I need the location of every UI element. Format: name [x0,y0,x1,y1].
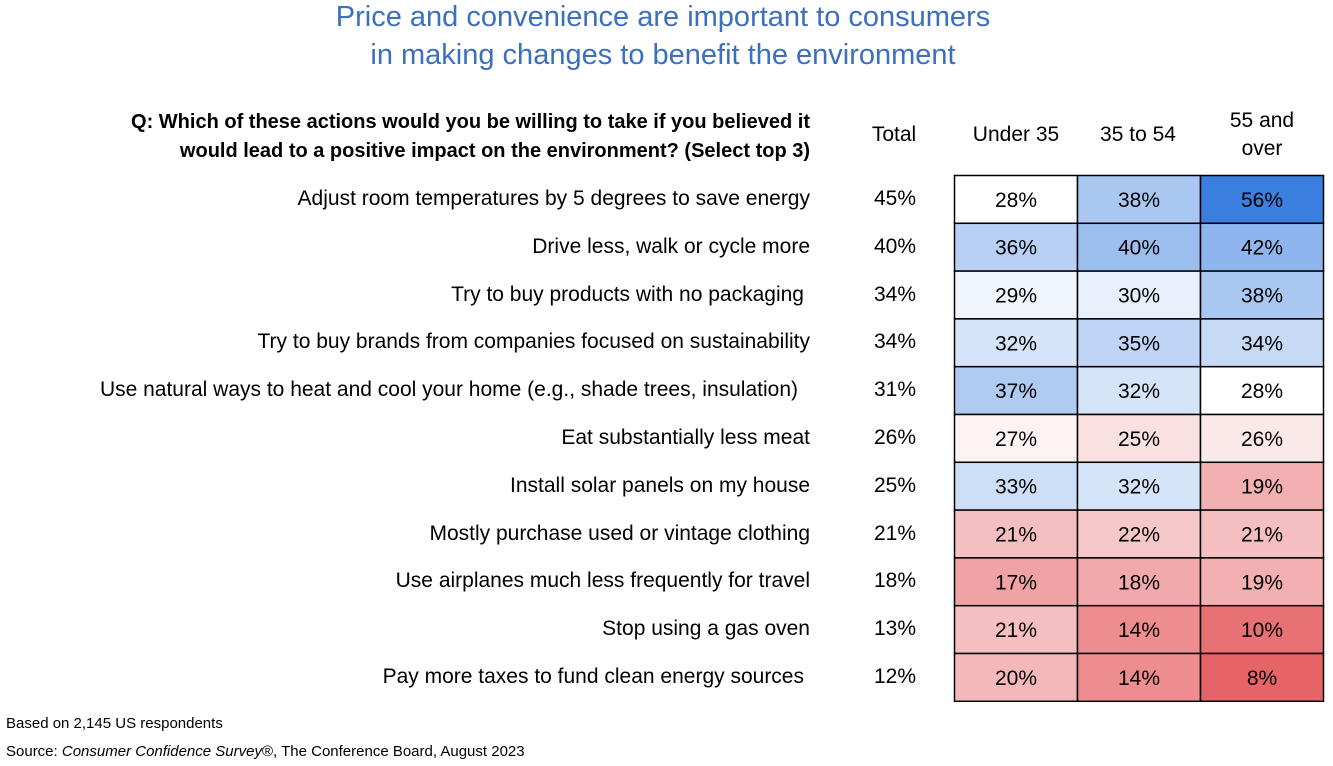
heatmap-cell-label: 32% [1118,380,1160,403]
column-header-total: Total [871,123,917,146]
heatmap-cell [1199,461,1325,511]
row-label: Try to buy products with no packaging [451,282,804,306]
source-prefix: Source: [6,743,62,760]
heatmap-cell-label: 18% [1118,571,1160,594]
heatmap-cell-label: 14% [1118,619,1160,642]
heatmap-cell-label: 35% [1118,332,1160,355]
heatmap-cell [1199,557,1325,607]
source-survey-name: Consumer Confidence Survey [61,743,262,760]
heatmap-cell-label: 10% [1241,619,1283,642]
column-header-35-to-54: 35 to 54 [1100,123,1176,146]
total-value: 18% [873,569,917,593]
total-value: 34% [873,282,917,306]
heatmap-cell [1076,413,1202,464]
row-label: Mostly purchase used or vintage clothing [429,521,810,545]
row-label: Use airplanes much less frequently for t… [395,569,810,593]
row-label: Pay more taxes to fund clean energy sour… [382,664,804,688]
heatmap-cell-label: 21% [995,524,1037,547]
heatmap-cell-label: 21% [995,619,1037,642]
total-value: 34% [873,330,917,354]
heatmap-cell-label: 17% [995,571,1037,594]
heatmap-cell-label: 32% [995,332,1037,355]
heatmap-cell [1199,604,1325,655]
row-label: Install solar panels on my house [510,473,810,497]
heatmap-cell-label: 28% [1241,380,1283,403]
heatmap-grid: 28% 38% 56% 36% 40% 42% 29% 30% 38% 32% 35% 34% 37% 3… [953,174,1325,702]
heatmap-cell-label: 25% [1118,428,1160,451]
heatmap-cell-label: 29% [995,285,1037,308]
heatmap-cell [1199,270,1325,320]
title-line-1: Price and convenience are important to c… [335,1,991,33]
heatmap-cell-label: 26% [1241,428,1283,451]
total-value: 25% [873,473,917,497]
heatmap-cell [953,318,1079,368]
total-value: 12% [873,664,917,688]
heatmap-cell-label: 33% [995,476,1037,499]
heatmap-cell-label: 38% [1241,285,1283,308]
heatmap-cell-label: 30% [1118,285,1160,308]
heatmap-cell [1199,509,1325,559]
question-line-2: would lead to a positive impact on the e… [179,140,810,162]
row-label: Try to buy brands from companies focused… [257,330,811,354]
row-label: Eat substantially less meat [561,425,810,449]
heatmap-cell [953,270,1079,320]
heatmap-cell-label: 21% [1241,524,1283,547]
total-value: 26% [873,425,917,449]
heatmap-cell [1199,222,1325,272]
heatmap-cell-label: 22% [1118,524,1160,547]
survey-question: Q: Which of these actions would you be w… [40,108,810,166]
heatmap-cell-label: 42% [1241,237,1283,260]
row-label: Adjust room temperatures by 5 degrees to… [297,186,810,210]
heatmap-cell [953,461,1079,511]
heatmap-cell [1199,365,1325,416]
heatmap-cell-label: 19% [1241,476,1283,499]
heatmap-cell-label: 34% [1241,332,1283,355]
heatmap-cell-label: 37% [995,380,1037,403]
heatmap-cell-label: 56% [1241,189,1283,212]
heatmap-cell [1199,652,1325,702]
heatmap-cell [1199,174,1325,225]
row-label: Use natural ways to heat and cool your h… [99,378,798,402]
heatmap-cell-label: 32% [1118,476,1160,499]
heatmap-cell-label: 8% [1247,667,1277,690]
heatmap-cell-label: 20% [995,667,1037,690]
heatmap-cell-label: 40% [1118,237,1160,260]
column-header-under-35: Under 35 [972,123,1060,146]
heatmap-cell [1076,318,1202,368]
column-header-55-line-1: 55 and [1229,109,1295,132]
column-header-55-and-over: 55 and over [1201,107,1323,163]
total-value: 45% [873,186,917,210]
heatmap-cell [953,652,1079,702]
total-value: 21% [873,521,917,545]
row-label: Drive less, walk or cycle more [532,234,810,258]
row-label: Stop using a gas oven [602,617,810,641]
total-value: 31% [873,378,917,402]
total-value: 40% [873,234,917,258]
heatmap-cell-label: 28% [995,189,1037,212]
source-suffix: ®, The Conference Board, August 2023 [261,743,525,760]
respondents-footnote: Based on 2,145 US respondents [6,715,223,732]
source-footnote: Source: Consumer Confidence Survey®, The… [6,743,525,761]
heatmap-cell-label: 14% [1118,667,1160,690]
heatmap-cell-label: 36% [995,237,1037,260]
heatmap-cell-label: 38% [1118,189,1160,212]
heatmap-cell [1076,270,1202,320]
title-line-2: in making changes to benefit the environ… [370,39,956,71]
heatmap-cell [953,557,1079,607]
heatmap-cell [1076,652,1202,702]
heatmap-cell-label: 19% [1241,571,1283,594]
question-line-1: Q: Which of these actions would you be w… [131,111,810,133]
heatmap-cell [1199,318,1325,368]
total-value: 13% [873,617,917,641]
heatmap-cell-label: 27% [995,428,1037,451]
heatmap-cell [1199,413,1325,464]
column-header-55-line-2: over [1241,137,1283,160]
